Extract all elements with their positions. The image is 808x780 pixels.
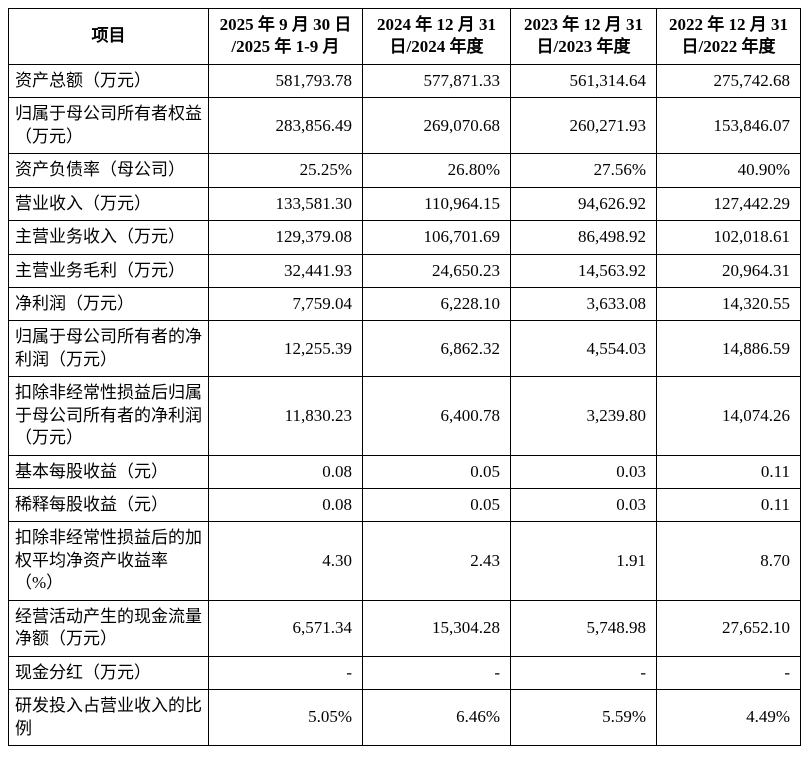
cell-value: 260,271.93 [510,97,657,155]
row-label: 归属于母公司所有者权益（万元） [8,97,209,155]
cell-value: 1.91 [510,521,657,601]
table-row: 营业收入（万元） 133,581.30 110,964.15 94,626.92 127… [8,186,801,222]
column-header-2022: 2022 年 12 月 31 日/2022 年度 [656,8,801,65]
cell-value: 6,400.78 [362,376,511,456]
column-header-2025: 2025 年 9 月 30 日 /2025 年 1-9 月 [208,8,363,65]
cell-value: 0.11 [656,454,801,490]
column-header-2024: 2024 年 12 月 31 日/2024 年度 [362,8,511,65]
row-label: 现金分红（万元） [8,655,209,691]
cell-value: 269,070.68 [362,97,511,155]
table-row: 现金分红（万元） - - - - [8,655,801,691]
cell-value: 6,571.34 [208,599,363,657]
table-row: 归属于母公司所有者权益（万元） 283,856.49 269,070.68 260,2… [8,97,801,155]
cell-value: 32,441.93 [208,253,363,288]
row-label: 主营业务收入（万元） [8,220,209,255]
cell-value: 0.03 [510,487,657,523]
row-label: 主营业务毛利（万元） [8,253,209,288]
cell-value: 15,304.28 [362,599,511,657]
cell-value: 25.25% [208,153,363,188]
table-row: 资产负债率（母公司） 25.25% 26.80% 27.56% 40.90% [8,153,801,188]
cell-value: 7,759.04 [208,286,363,322]
cell-value: 20,964.31 [656,253,801,288]
row-label: 扣除非经常性损益后的加权平均净资产收益率（%） [8,521,209,601]
header-row: 项目 2025 年 9 月 30 日 /2025 年 1-9 月 2024 年 … [8,8,801,65]
row-label: 经营活动产生的现金流量净额（万元） [8,599,209,657]
table-row: 资产总额（万元） 581,793.78 577,871.33 561,314.64 27… [8,63,801,99]
row-label: 营业收入（万元） [8,186,209,222]
table-row: 主营业务收入（万元） 129,379.08 106,701.69 86,498.92 1… [8,220,801,255]
cell-value: 27.56% [510,153,657,188]
row-label: 资产负债率（母公司） [8,153,209,188]
row-label: 扣除非经常性损益后归属于母公司所有者的净利润（万元） [8,376,209,456]
table-row: 归属于母公司所有者的净利润（万元） 12,255.39 6,862.32 4,554.… [8,320,801,378]
row-label: 归属于母公司所有者的净利润（万元） [8,320,209,378]
cell-value: - [656,655,801,691]
table-row: 基本每股收益（元） 0.08 0.05 0.03 0.11 [8,454,801,490]
cell-value: 5.59% [510,689,657,746]
cell-value: 2.43 [362,521,511,601]
cell-value: 14,320.55 [656,286,801,322]
cell-value: 5,748.98 [510,599,657,657]
table-row: 扣除非经常性损益后归属于母公司所有者的净利润（万元） 11,830.23 6,400… [8,376,801,456]
cell-value: 129,379.08 [208,220,363,255]
cell-value: - [362,655,511,691]
cell-value: 12,255.39 [208,320,363,378]
cell-value: 6,228.10 [362,286,511,322]
cell-value: 0.08 [208,454,363,490]
cell-value: 27,652.10 [656,599,801,657]
cell-value: 275,742.68 [656,63,801,99]
table-row: 稀释每股收益（元） 0.08 0.05 0.03 0.11 [8,487,801,523]
cell-value: - [510,655,657,691]
row-label: 稀释每股收益（元） [8,487,209,523]
cell-value: 4,554.03 [510,320,657,378]
table-row: 扣除非经常性损益后的加权平均净资产收益率（%） 4.30 2.43 1.91 8.70 [8,521,801,601]
cell-value: 0.11 [656,487,801,523]
cell-value: 5.05% [208,689,363,746]
cell-value: 14,074.26 [656,376,801,456]
financial-summary-table: 项目 2025 年 9 月 30 日 /2025 年 1-9 月 2024 年 … [8,8,801,746]
table-body: 资产总额（万元） 581,793.78 577,871.33 561,314.64 27… [8,63,801,746]
column-header-2023: 2023 年 12 月 31 日/2023 年度 [510,8,657,65]
cell-value: 106,701.69 [362,220,511,255]
cell-value: 0.03 [510,454,657,490]
cell-value: 26.80% [362,153,511,188]
cell-value: 581,793.78 [208,63,363,99]
cell-value: 133,581.30 [208,186,363,222]
column-header-item: 项目 [8,8,209,65]
cell-value: 283,856.49 [208,97,363,155]
cell-value: 6,862.32 [362,320,511,378]
cell-value: 11,830.23 [208,376,363,456]
cell-value: 6.46% [362,689,511,746]
cell-value: 3,239.80 [510,376,657,456]
cell-value: 0.05 [362,454,511,490]
row-label: 研发投入占营业收入的比例 [8,689,209,746]
row-label: 资产总额（万元） [8,63,209,99]
cell-value: 14,886.59 [656,320,801,378]
cell-value: 561,314.64 [510,63,657,99]
cell-value: 0.05 [362,487,511,523]
cell-value: 577,871.33 [362,63,511,99]
cell-value: 3,633.08 [510,286,657,322]
cell-value: 14,563.92 [510,253,657,288]
cell-value: 8.70 [656,521,801,601]
cell-value: 127,442.29 [656,186,801,222]
cell-value: 24,650.23 [362,253,511,288]
cell-value: 4.49% [656,689,801,746]
cell-value: 102,018.61 [656,220,801,255]
cell-value: 86,498.92 [510,220,657,255]
cell-value: 0.08 [208,487,363,523]
cell-value: 110,964.15 [362,186,511,222]
table-row: 研发投入占营业收入的比例 5.05% 6.46% 5.59% 4.49% [8,689,801,746]
cell-value: 40.90% [656,153,801,188]
table-row: 净利润（万元） 7,759.04 6,228.10 3,633.08 14,320.55 [8,286,801,322]
cell-value: 153,846.07 [656,97,801,155]
row-label: 基本每股收益（元） [8,454,209,490]
cell-value: 4.30 [208,521,363,601]
cell-value: 94,626.92 [510,186,657,222]
cell-value: - [208,655,363,691]
table-row: 经营活动产生的现金流量净额（万元） 6,571.34 15,304.28 5,748.… [8,599,801,657]
table-row: 主营业务毛利（万元） 32,441.93 24,650.23 14,563.92 20,… [8,253,801,288]
row-label: 净利润（万元） [8,286,209,322]
